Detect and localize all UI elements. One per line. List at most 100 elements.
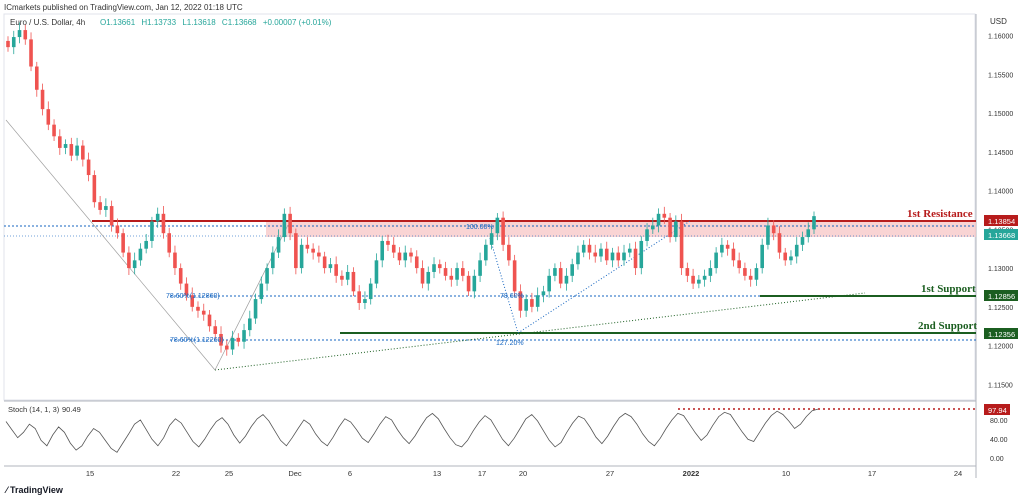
ohlc-close: C1.13668 (221, 18, 257, 27)
candle-body (708, 268, 713, 276)
candle-body (380, 240, 385, 261)
candle-body (127, 252, 131, 269)
candle-body (547, 275, 551, 292)
candle-body (40, 89, 45, 110)
candle-body (794, 244, 799, 257)
price-tick-label: 1.14500 (988, 150, 1013, 157)
trendline-support (214, 292, 866, 371)
first-support-text: 1st Support (921, 283, 976, 295)
candle-body (714, 252, 718, 269)
candle-body (783, 252, 788, 261)
candle-body (368, 283, 373, 300)
candle-body (489, 233, 494, 245)
candle-body (190, 295, 195, 307)
tradingview-logo: ⁄ TradingView (6, 485, 63, 495)
candle-body (213, 326, 218, 334)
candle-body (253, 299, 258, 319)
candle-body (11, 37, 16, 48)
candle-body (651, 225, 655, 230)
fib-label-786-mid: 78.60% (500, 293, 524, 300)
candle-body (472, 275, 477, 292)
candle-body (731, 248, 736, 261)
resistance-price-text: 1.13854 (988, 217, 1015, 226)
candle-body (299, 244, 304, 269)
candle-body (132, 260, 137, 269)
stoch-tick-80: 80.00 (990, 418, 1008, 425)
candle-body (812, 216, 816, 230)
candle-body (437, 264, 442, 269)
candle-body (558, 268, 563, 284)
candle-body (115, 225, 120, 234)
candle-body (541, 291, 546, 296)
candle-body (294, 233, 298, 269)
candle-body (357, 291, 361, 303)
candle-body (305, 244, 310, 249)
candle-body (46, 109, 51, 125)
last-price-text: 1.13668 (988, 231, 1015, 240)
candle-body (92, 175, 97, 203)
candle-body (276, 237, 281, 253)
candle-body (173, 252, 177, 269)
candle-body (581, 244, 586, 253)
candle-body (593, 252, 598, 257)
candle-body (524, 299, 528, 311)
candle-body (98, 202, 102, 210)
candle-body (507, 244, 511, 261)
main-pane-frame (3, 13, 976, 401)
first-support-price-badge (984, 290, 1018, 301)
candle-body (397, 252, 402, 261)
candle-body (161, 213, 166, 234)
candle-body (81, 145, 85, 160)
time-tick-label: 24 (954, 469, 962, 478)
candle-body (6, 40, 10, 48)
candle-body (461, 268, 465, 276)
candle-body (771, 225, 776, 234)
stoch-line (5, 408, 819, 453)
candle-body (616, 252, 621, 261)
stoch-tick-0: 0.00 (990, 456, 1004, 463)
ohlc-open: O1.13661 (100, 18, 136, 27)
candle-body (800, 237, 805, 245)
candle-body (271, 252, 275, 269)
candle-body (334, 264, 338, 276)
price-tick-label: 1.15500 (988, 72, 1013, 79)
time-tick-label: 10 (782, 469, 790, 478)
candle-body (230, 337, 235, 350)
candle-body (720, 244, 724, 253)
candle-body (34, 66, 39, 90)
candle-body (58, 136, 62, 148)
first-support-price-text: 1.12856 (988, 292, 1015, 301)
candle-body (409, 252, 413, 257)
publisher-caption: ICmarkets published on TradingView.com, … (4, 3, 243, 12)
candle-body (121, 233, 125, 253)
candle-body (23, 30, 28, 40)
candle-body (75, 145, 79, 156)
candle-body (178, 268, 183, 284)
candle-body (604, 248, 609, 261)
stoch-title: Stoch (14, 1, 3) (8, 405, 60, 414)
tradingview-brand-text: TradingView (10, 485, 63, 495)
candle-body (639, 240, 644, 269)
candle-body (748, 275, 753, 280)
candle-body (391, 244, 396, 253)
candle-body (242, 330, 246, 342)
candle-body (52, 124, 56, 137)
candle-body (403, 252, 408, 261)
candle-body (530, 299, 534, 307)
ohlc-change: +0.00007 (+0.01%) (262, 18, 332, 27)
candle-body (414, 256, 419, 269)
candle-body (553, 268, 557, 276)
candle-body (777, 233, 782, 253)
candle-body (466, 275, 471, 292)
candle-body (328, 264, 333, 269)
candle-body (420, 268, 425, 284)
candle-body (432, 264, 436, 272)
candle-body (150, 221, 154, 241)
stoch-value: 90.49 (62, 405, 81, 414)
ohlc-readout: O1.13661 H1.13733 L1.13618 C1.13668 +0.0… (100, 18, 335, 27)
candle-body (576, 252, 580, 265)
price-tick-label: 1.14000 (988, 189, 1013, 196)
candle-body (167, 233, 171, 253)
candle-body (599, 248, 603, 257)
